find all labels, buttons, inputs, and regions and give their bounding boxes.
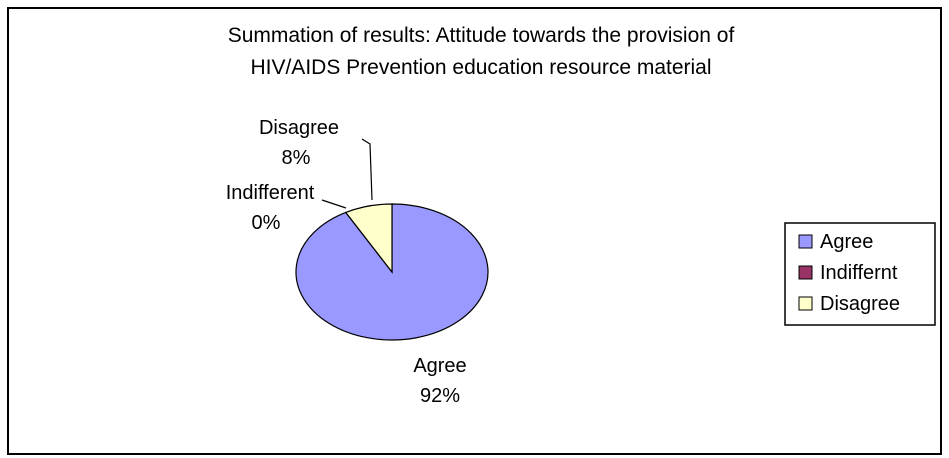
chart-title-line-1: Summation of results: Attitude towards t… xyxy=(228,24,735,47)
legend-swatch-indifferent xyxy=(798,265,813,280)
slice-label-disagree-value: 8% xyxy=(282,147,311,169)
chart-title-line-2: HIV/AIDS Prevention education resource m… xyxy=(250,56,711,79)
leader-line-disagree xyxy=(361,138,373,201)
slice-label-disagree-name: Disagree xyxy=(259,117,339,139)
slice-label-disagree: Disagree 8% xyxy=(259,117,339,169)
leader-line-indifferent xyxy=(321,199,347,209)
pie-slice-disagree xyxy=(344,203,393,274)
slice-label-agree: Agree 92% xyxy=(413,355,466,407)
legend-item-indifferent: Indiffernt xyxy=(798,262,898,284)
slice-label-agree-value: 92% xyxy=(420,385,460,407)
slice-label-indifferent: Indifferent 0% xyxy=(226,182,315,234)
legend-label-indifferent: Indiffernt xyxy=(820,262,898,284)
legend-swatch-disagree xyxy=(798,296,813,311)
legend-swatch-agree xyxy=(798,234,813,249)
slice-label-agree-name: Agree xyxy=(413,355,466,377)
slice-label-indifferent-name: Indifferent xyxy=(226,182,315,204)
slice-label-indifferent-value: 0% xyxy=(252,212,281,234)
legend: Agree Indiffernt Disagree xyxy=(784,222,936,326)
pie-slices xyxy=(295,203,489,341)
legend-label-disagree: Disagree xyxy=(820,293,900,315)
legend-label-agree: Agree xyxy=(820,231,873,253)
legend-item-agree: Agree xyxy=(798,231,873,253)
leader-lines xyxy=(321,138,373,209)
legend-item-disagree: Disagree xyxy=(798,293,900,315)
